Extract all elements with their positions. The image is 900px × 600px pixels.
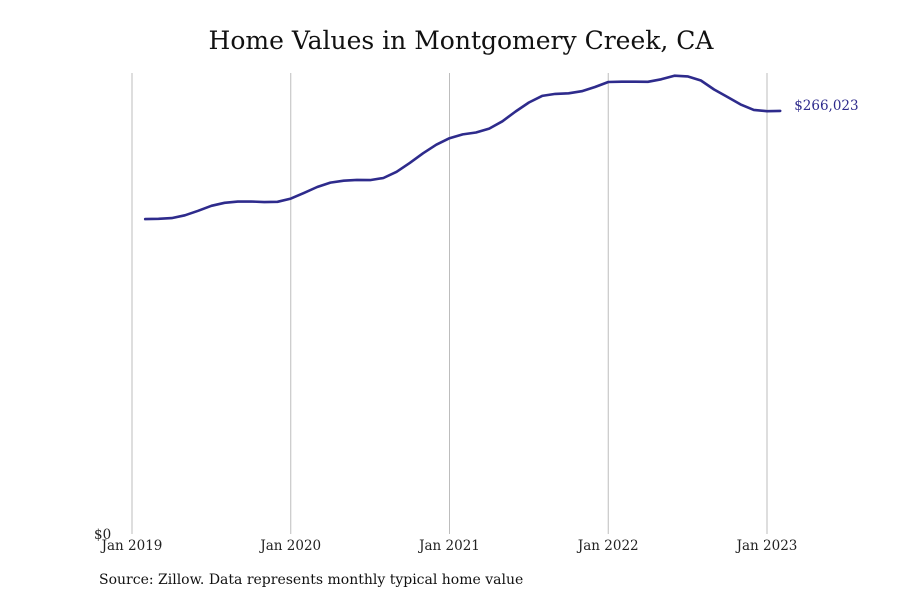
data-point — [634, 81, 636, 83]
data-point — [144, 218, 146, 220]
data-point — [739, 103, 741, 105]
data-point — [223, 202, 225, 204]
data-point — [475, 131, 477, 133]
data-point — [713, 88, 715, 90]
data-point — [488, 127, 490, 129]
data-point — [210, 205, 212, 207]
data-point — [528, 101, 530, 103]
data-point — [501, 120, 503, 122]
data-point — [395, 171, 397, 173]
data-point — [554, 93, 556, 95]
data-point — [726, 96, 728, 98]
end-value-label: $266,023 — [794, 98, 858, 114]
data-point — [276, 201, 278, 203]
data-point — [290, 197, 292, 199]
data-point — [329, 181, 331, 183]
data-point — [686, 75, 688, 77]
data-point — [382, 177, 384, 179]
data-point — [594, 86, 596, 88]
data-point — [316, 186, 318, 188]
data-point — [541, 95, 543, 97]
data-point — [607, 81, 609, 83]
x-tick-label: Jan 2019 — [100, 538, 163, 554]
data-point — [197, 210, 199, 212]
data-point — [753, 109, 755, 111]
data-point — [356, 179, 358, 181]
data-point — [171, 217, 173, 219]
x-tick-label: Jan 2022 — [576, 538, 639, 554]
data-point — [673, 75, 675, 77]
data-point — [237, 200, 239, 202]
data-point — [369, 179, 371, 181]
data-point — [343, 180, 345, 182]
y-tick-label: $0 — [94, 527, 111, 543]
x-tick-label: Jan 2020 — [258, 538, 321, 554]
data-point — [409, 162, 411, 164]
x-axis: Jan 2019 Jan 2020 Jan 2021 Jan 2022 Jan 2023 — [100, 538, 798, 554]
data-point — [157, 218, 159, 220]
data-point — [700, 79, 702, 81]
series-line — [143, 74, 782, 221]
data-point — [581, 90, 583, 92]
series-points — [144, 75, 781, 221]
source-note: Source: Zillow. Data represents monthly … — [99, 572, 524, 588]
chart-title: Home Values in Montgomery Creek, CA — [208, 26, 714, 55]
data-point — [514, 110, 516, 112]
data-point — [422, 152, 424, 154]
data-point — [647, 81, 649, 83]
data-point — [250, 200, 252, 202]
x-tick-label: Jan 2023 — [735, 538, 798, 554]
data-point — [660, 78, 662, 80]
data-point — [184, 214, 186, 216]
data-point — [462, 133, 464, 135]
gridlines — [131, 73, 768, 534]
data-point — [567, 92, 569, 94]
data-point — [448, 137, 450, 139]
data-point — [766, 110, 768, 112]
data-point — [263, 201, 265, 203]
y-axis: $0 — [94, 527, 111, 543]
x-tick-label: Jan 2021 — [417, 538, 480, 554]
data-point — [303, 192, 305, 194]
data-point — [779, 110, 781, 112]
data-point — [620, 81, 622, 83]
data-point — [435, 144, 437, 146]
